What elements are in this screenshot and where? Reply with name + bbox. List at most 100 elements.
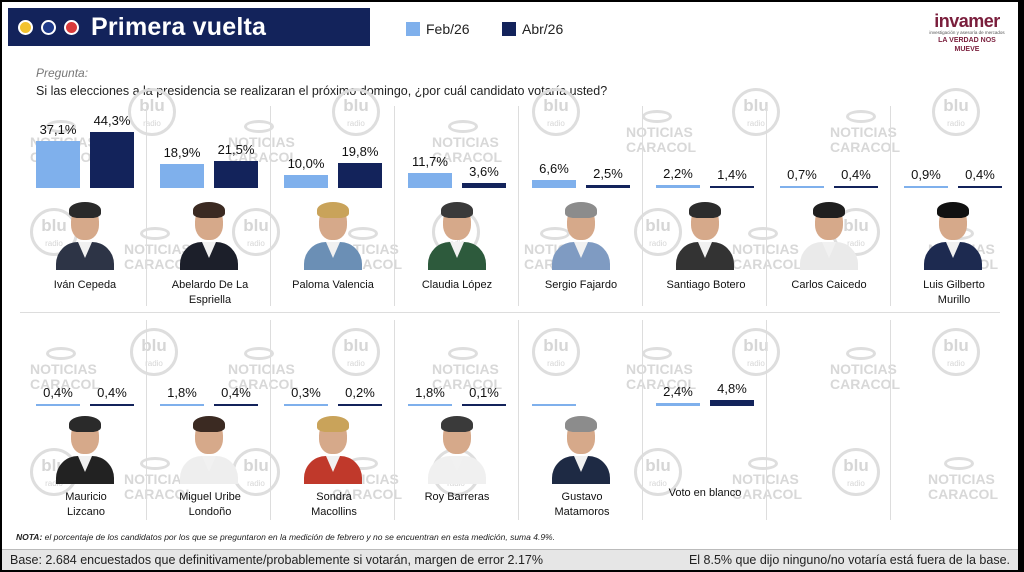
candidate-name-9: Miguel Uribe Londoño (179, 491, 241, 518)
value-label-abr-2: 19,8% (341, 143, 379, 159)
photo-hair (813, 202, 845, 218)
candidate-name-4: Sergio Fajardo (544, 279, 618, 291)
value-label-feb-1: 18,9% (163, 145, 201, 161)
legend-item-feb: Feb/26 (406, 21, 470, 37)
legend-item-abr: Abr/26 (502, 21, 563, 37)
note-label: NOTA: (16, 532, 43, 542)
candidate-photo-5 (674, 200, 736, 270)
yellow-dot-icon (18, 19, 33, 35)
footer-bar: Base: 2.684 encuestados que definitivame… (2, 549, 1018, 570)
title-bar: Primera vuelta (8, 8, 370, 46)
row-divider (20, 312, 1000, 313)
photo-hair (69, 416, 101, 432)
value-label-feb-7: 0,9% (911, 167, 941, 182)
value-label-abr-5: 1,4% (717, 167, 747, 182)
question-text: Si las elecciones a la presidencia se re… (36, 84, 608, 98)
photo-hair (565, 416, 597, 432)
column-divider (518, 106, 519, 306)
value-label-abr-10: 0,2% (345, 385, 375, 400)
photo-hair (193, 416, 225, 432)
bar-abr-2 (338, 162, 382, 188)
bar-feb-11 (408, 403, 452, 406)
bar-abr-8 (90, 404, 134, 406)
value-label-feb-4: 6,6% (539, 160, 569, 176)
footer-outside-base: El 8.5% que dijo ninguno/no votaría está… (688, 553, 1010, 567)
candidate-name-7: Luis Gilberto Murillo (923, 279, 985, 306)
bar-feb-4 (532, 179, 576, 188)
bar-abr-9 (214, 404, 258, 406)
footnote: NOTA: el porcentaje de los candidatos po… (16, 532, 555, 542)
legend-label-feb: Feb/26 (426, 21, 470, 37)
value-label-abr-0: 44,3% (93, 113, 131, 128)
candidate-name-10: Sondra Macollins (311, 491, 357, 518)
logo-subtitle: investigación y asesoría de mercados (929, 30, 1005, 35)
photo-hair (69, 202, 101, 218)
candidate-photo-7 (922, 200, 984, 270)
photo-hair (193, 202, 225, 218)
photo-hair (317, 202, 349, 218)
candidate-name-8: Mauricio Lizcano (65, 491, 107, 518)
column-divider (270, 320, 271, 520)
logo-tagline: LA VERDAD NOS MUEVE (938, 37, 996, 53)
value-label-abr-7: 0,4% (965, 167, 995, 182)
bar-feb-8 (36, 404, 80, 406)
bar-abr-1 (214, 160, 258, 188)
bar-feb-10 (284, 404, 328, 406)
candidate-photo-0 (54, 200, 116, 270)
bar-abr-6 (834, 186, 878, 188)
value-label-abr-6: 0,4% (841, 167, 871, 182)
column-divider (642, 320, 643, 520)
candidate-name-2: Paloma Valencia (292, 279, 374, 291)
question-label: Pregunta: (36, 66, 89, 80)
value-label-feb-2: 10,0% (287, 156, 325, 172)
bar-feb-9 (160, 403, 204, 406)
candidate-photo-2 (302, 200, 364, 270)
column-divider (394, 320, 395, 520)
candidate-photo-11 (426, 414, 488, 484)
bar-abr-13 (710, 399, 754, 406)
candidate-name-13: Voto en blanco (668, 487, 742, 499)
candidate-photo-1 (178, 200, 240, 270)
invamer-logo: invamer investigación y asesoría de merc… (928, 12, 1006, 54)
page-title: Primera vuelta (91, 12, 267, 41)
candidate-name-12: Gustavo Matamoros (554, 491, 610, 518)
value-label-feb-11: 1,8% (415, 384, 445, 400)
photo-hair (937, 202, 969, 218)
bar-abr-10 (338, 404, 382, 406)
column-divider (146, 320, 147, 520)
bar-feb-12 (532, 404, 576, 406)
column-divider (642, 106, 643, 306)
candidate-photo-4 (550, 200, 612, 270)
candidate-photo-10 (302, 414, 364, 484)
value-label-feb-5: 2,2% (663, 166, 693, 182)
bar-feb-13 (656, 402, 700, 406)
column-divider (890, 320, 891, 520)
candidate-photo-6 (798, 200, 860, 270)
footer-base: Base: 2.684 encuestados que definitivame… (10, 553, 543, 567)
bar-feb-0 (36, 141, 80, 188)
candidate-photo-12 (550, 414, 612, 484)
candidate-name-3: Claudia López (421, 279, 493, 291)
column-divider (766, 106, 767, 306)
value-label-abr-1: 21,5% (217, 141, 255, 157)
photo-hair (689, 202, 721, 218)
value-label-abr-11: 0,1% (469, 385, 499, 400)
value-label-feb-0: 37,1% (39, 122, 77, 138)
bar-feb-6 (780, 186, 824, 188)
legend-label-abr: Abr/26 (522, 21, 564, 37)
candidate-name-6: Carlos Caicedo (791, 279, 867, 291)
value-label-abr-9: 0,4% (221, 385, 251, 400)
column-divider (146, 106, 147, 306)
value-label-feb-13: 2,4% (663, 383, 693, 399)
column-divider (766, 320, 767, 520)
column-divider (270, 106, 271, 306)
red-dot-icon (64, 19, 79, 35)
column-divider (518, 320, 519, 520)
value-label-feb-10: 0,3% (291, 385, 321, 400)
legend-swatch-abr (502, 22, 516, 36)
value-label-feb-9: 1,8% (167, 384, 197, 400)
logo-name: invamer (934, 11, 1000, 31)
column-divider (890, 106, 891, 306)
